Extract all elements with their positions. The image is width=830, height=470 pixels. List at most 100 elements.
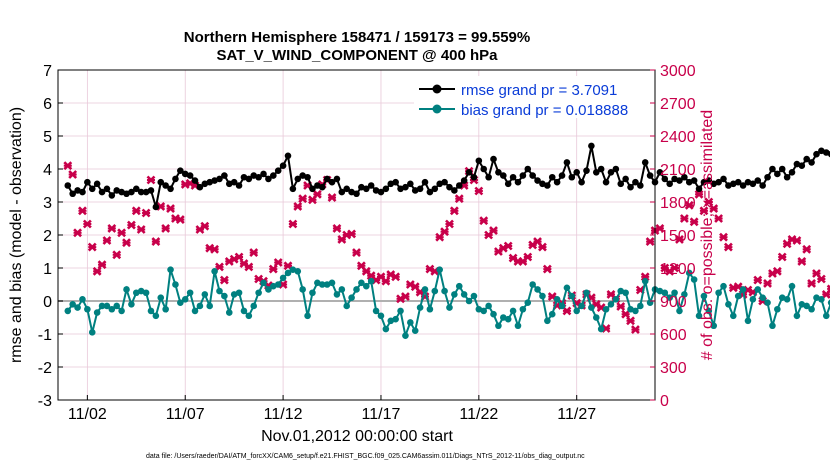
bias-point xyxy=(79,296,86,303)
bias-point xyxy=(260,279,267,287)
bias-point xyxy=(123,286,130,293)
y-right-axis-label: # of obs: o=possible; ×=assimilated xyxy=(699,110,716,360)
rmse-point xyxy=(646,172,654,179)
obs-assimilated-point xyxy=(175,215,185,225)
obs-assimilated-point xyxy=(542,264,552,274)
obs-assimilated-point xyxy=(210,244,220,254)
rmse-point xyxy=(612,165,620,173)
y-right-tick-label: 2100 xyxy=(660,162,696,179)
x-axis-label: Nov.01,2012 00:00:00 start xyxy=(261,428,453,445)
rmse-point xyxy=(602,178,610,186)
footnote-data-file: data file: /Users/raeder/DAI/ATM_forcXX/… xyxy=(146,453,585,460)
bias-point xyxy=(529,281,536,288)
rmse-point xyxy=(382,185,390,193)
bias-point xyxy=(504,315,512,323)
obs-assimilated-point xyxy=(141,208,151,218)
obs-assimilated-point xyxy=(312,189,322,199)
rmse-point xyxy=(690,177,698,184)
obs-assimilated-point xyxy=(347,229,357,239)
rmse-point xyxy=(98,188,106,196)
bias-point xyxy=(607,301,615,308)
bias-point xyxy=(509,307,517,315)
rmse-point xyxy=(460,177,468,184)
rmse-point xyxy=(759,182,766,189)
bias-point xyxy=(240,307,248,315)
rmse-point xyxy=(304,173,311,181)
rmse-point xyxy=(407,180,414,188)
rmse-point xyxy=(255,173,262,181)
rmse-point xyxy=(79,188,86,196)
y-right-tick-label: 300 xyxy=(660,360,687,377)
rmse-point xyxy=(524,165,532,173)
rmse-point xyxy=(548,173,556,181)
bias-point xyxy=(524,299,532,306)
rmse-point xyxy=(152,203,160,211)
obs-assimilated-point xyxy=(694,189,704,199)
bias-point xyxy=(411,327,419,335)
grid-lines xyxy=(58,70,655,400)
obs-assimilated-point xyxy=(200,221,210,231)
obs-assimilated-point xyxy=(699,206,709,216)
bias-point xyxy=(318,281,326,288)
rmse-point xyxy=(617,180,625,188)
bias-point xyxy=(211,268,218,275)
rmse-point xyxy=(597,165,605,173)
bias-point xyxy=(558,302,566,310)
bias-point xyxy=(822,312,830,320)
bias-point xyxy=(622,289,629,297)
obs-assimilated-point xyxy=(268,264,278,274)
y-right-tick-label: 900 xyxy=(660,294,687,311)
bias-point xyxy=(666,294,673,302)
bias-point xyxy=(84,305,91,313)
rmse-point xyxy=(529,172,536,179)
rmse-point xyxy=(544,182,551,189)
rmse-point xyxy=(470,173,478,181)
rmse-point xyxy=(421,178,429,186)
bias-point xyxy=(544,317,551,325)
obs-assimilated-point xyxy=(381,276,391,286)
obs-assimilated-point xyxy=(655,223,665,233)
bias-point xyxy=(803,302,810,310)
bias-point xyxy=(416,304,424,311)
rmse-point xyxy=(167,185,174,193)
obs-assimilated-point xyxy=(689,217,699,227)
legend-box xyxy=(414,76,650,118)
bias-point xyxy=(377,312,385,320)
bias-point xyxy=(265,286,272,293)
rmse-point xyxy=(573,169,581,176)
rmse-point xyxy=(353,190,360,198)
x-tick-label: 11/02 xyxy=(68,406,107,423)
legend-bias-marker xyxy=(432,104,442,114)
rmse-point xyxy=(519,172,527,179)
rmse-point xyxy=(64,182,72,189)
bias-point xyxy=(539,292,546,300)
bias-point xyxy=(759,294,766,302)
rmse-point xyxy=(676,177,683,184)
obs-assimilated-point xyxy=(273,258,283,267)
obs-assimilated-point xyxy=(332,223,342,233)
rmse-point xyxy=(715,178,722,186)
bias-point xyxy=(725,301,732,308)
bias-point xyxy=(495,322,502,330)
bias-point xyxy=(573,307,581,315)
rmse-point xyxy=(88,185,96,193)
bias-point xyxy=(446,304,453,311)
obs-assimilated-point xyxy=(714,214,724,223)
obs-assimilated-point xyxy=(249,248,259,258)
y-right-tick-label: 1800 xyxy=(660,195,696,212)
bias-point xyxy=(485,302,492,310)
obs-assimilated-point xyxy=(449,206,459,216)
obs-assimilated-point xyxy=(102,236,112,245)
rmse-point xyxy=(230,178,238,186)
rmse-point xyxy=(563,159,571,166)
rmse-point xyxy=(431,185,439,193)
bias-point xyxy=(343,302,351,310)
obs-assimilated-point xyxy=(244,262,254,272)
obs-assimilated-point xyxy=(503,241,513,251)
bias-point xyxy=(637,302,644,310)
rmse-point xyxy=(666,180,673,188)
bias-point xyxy=(421,286,429,293)
obs-assimilated-point xyxy=(440,227,450,237)
bias-point xyxy=(74,304,81,311)
